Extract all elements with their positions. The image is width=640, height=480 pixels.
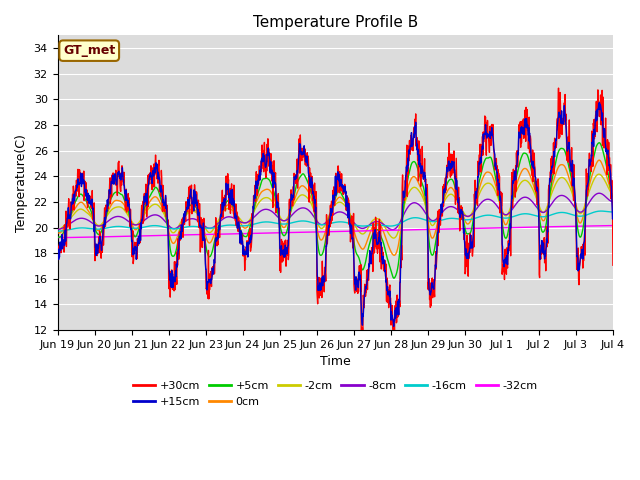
Text: GT_met: GT_met [63,44,115,57]
X-axis label: Time: Time [320,355,351,368]
Y-axis label: Temperature(C): Temperature(C) [15,134,28,232]
Title: Temperature Profile B: Temperature Profile B [253,15,418,30]
Legend: +30cm, +15cm, +5cm, 0cm, -2cm, -8cm, -16cm, -32cm: +30cm, +15cm, +5cm, 0cm, -2cm, -8cm, -16… [129,377,542,411]
